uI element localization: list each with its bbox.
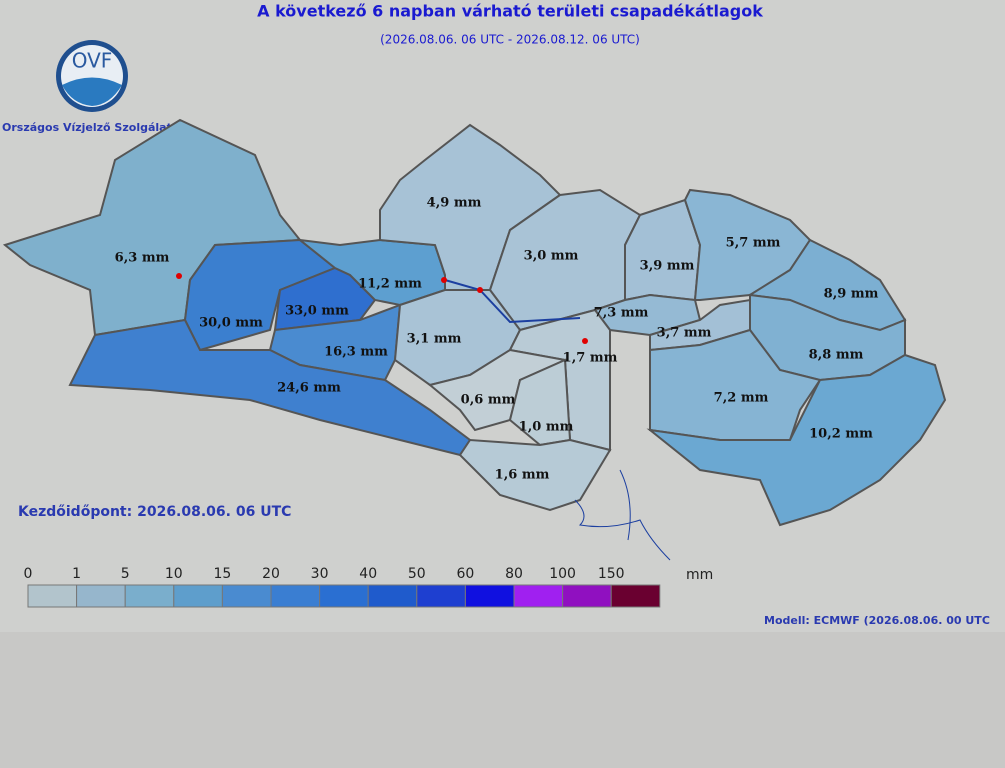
legend: 0 1 5 10 15 20 30 40 50 60 80 100 150 [24, 566, 661, 608]
river [619, 469, 631, 541]
legend-swatch [124, 584, 175, 608]
legend-unit: mm [686, 567, 713, 583]
legend-swatch [319, 584, 369, 608]
logo: OVF [56, 40, 128, 112]
station [441, 277, 447, 283]
river [574, 499, 671, 561]
legend-tick-label: 60 [456, 566, 474, 582]
legend-tick-label: 1 [72, 566, 81, 582]
legend-tick-label: 0 [24, 566, 33, 582]
region-label: 10,2 mm [809, 427, 873, 442]
legend-tick-label: 20 [262, 566, 280, 582]
legend-swatch [610, 584, 661, 608]
region-label: 33,0 mm [285, 304, 349, 319]
region-label: 8,8 mm [809, 348, 864, 363]
region-label: 16,3 mm [324, 345, 388, 360]
legend-tick-label: 50 [408, 566, 426, 582]
region-label: 4,9 mm [427, 196, 482, 211]
region-label: 8,9 mm [824, 287, 879, 302]
legend-swatch [173, 584, 223, 608]
legend-tick-label: 5 [121, 566, 130, 582]
region [646, 353, 947, 527]
legend-tick-label: 40 [359, 566, 377, 582]
legend-swatch [562, 584, 612, 608]
region-label: 1,7 mm [563, 351, 618, 366]
start-time: Kezdőidőpont: 2026.08.06. 06 UTC [18, 504, 291, 520]
region-label: 0,6 mm [461, 393, 516, 408]
legend-tick-label: 80 [505, 566, 523, 582]
legend-swatch [76, 584, 126, 608]
station [176, 273, 182, 279]
region-label: 30,0 mm [199, 316, 263, 331]
region-label: 3,1 mm [407, 332, 462, 347]
region-label: 5,7 mm [726, 236, 781, 251]
legend-tick-label: 10 [165, 566, 183, 582]
region-label: 7,2 mm [714, 391, 769, 406]
river [444, 279, 581, 324]
region-label: 1,0 mm [519, 420, 574, 435]
logo-wave [62, 77, 122, 106]
region-label: 6,3 mm [115, 251, 170, 266]
legend-swatch [221, 584, 272, 608]
logo-text: OVF [72, 49, 113, 73]
region-label: 3,7 mm [657, 326, 712, 341]
region [458, 438, 612, 512]
regions: 6,3 mm 30,0 mm 33,0 mm 11,2 mm 16,3 mm 24,6 m… [2, 118, 947, 527]
model: Modell: ECMWF (2026.08.06. 00 UTC [764, 614, 990, 627]
legend-tick-label: 30 [311, 566, 329, 582]
region-label: 7,3 mm [594, 306, 649, 321]
legend-swatch [416, 584, 466, 608]
region-label: 3,0 mm [524, 249, 579, 264]
legend-swatch [27, 584, 78, 608]
region-label: 3,9 mm [640, 259, 695, 274]
title: A következő 6 napban várható területi cs… [257, 2, 763, 21]
station [582, 338, 588, 344]
legend-swatch [513, 584, 564, 608]
region-label: 11,2 mm [358, 277, 422, 292]
organization: Országos Vízjelző Szolgálat [2, 121, 172, 134]
region [649, 328, 822, 441]
legend-swatch [367, 584, 418, 608]
region-label: 1,6 mm [495, 468, 550, 483]
legend-swatch [270, 584, 321, 608]
legend-tick-label: 150 [598, 566, 625, 582]
legend-swatch [464, 584, 515, 608]
legend-tick-label: 15 [213, 566, 231, 582]
legend-tick-label: 100 [549, 566, 576, 582]
station [477, 287, 483, 293]
region-label: 24,6 mm [277, 381, 341, 396]
subtitle: (2026.08.06. 06 UTC - 2026.08.12. 06 UTC… [380, 33, 640, 47]
